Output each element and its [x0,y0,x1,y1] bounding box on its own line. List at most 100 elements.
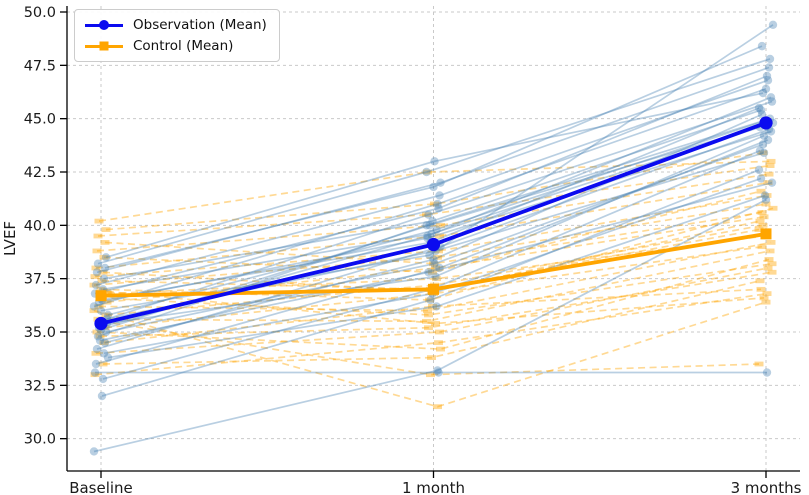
data-point-marker [422,212,431,218]
mean-point-marker [426,237,441,252]
data-point-marker [92,248,102,254]
data-point-marker [99,254,109,260]
data-point-marker [427,355,436,360]
trajectory-line [95,267,769,355]
data-point-marker [93,233,103,239]
data-point-marker [754,227,764,233]
data-point-marker [761,299,771,305]
trajectory-line [95,139,769,365]
data-point-marker [757,110,767,119]
data-point-marker [764,171,774,177]
data-point-marker [91,280,101,290]
data-point-marker [432,225,441,234]
x-axis: Baseline 1 month 3 months [69,471,802,495]
trajectory-line [93,203,767,286]
trajectory-line [98,241,772,312]
mean-point-marker [428,283,439,295]
data-point-marker [423,308,432,314]
data-point-marker [766,240,776,245]
data-point-marker [101,253,111,262]
data-point-marker [755,278,765,284]
data-point-marker [761,201,771,207]
data-point-marker [434,248,443,254]
data-point-marker [95,336,105,345]
data-point-marker [762,291,772,297]
data-point-marker [435,329,444,335]
data-point-marker [430,201,439,207]
data-point-marker [756,105,766,115]
data-point-marker [758,88,768,98]
data-point-marker [103,291,113,297]
data-point-marker [762,368,772,377]
trajectory-line [107,194,766,359]
data-point-marker [763,76,773,85]
y-tick-label: 37.5 [24,272,56,288]
data-point-marker [425,221,434,230]
data-point-marker [424,325,433,331]
data-point-marker [757,41,767,51]
data-point-marker [756,286,766,292]
data-point-marker [767,261,777,267]
y-tick-label: 30.0 [24,432,56,448]
legend-label-observation: Observation (Mean) [133,17,267,33]
data-point-marker [768,205,778,211]
data-point-marker [94,218,104,224]
y-tick-label: 35.0 [24,325,56,341]
y-axis-title: LVEF [1,221,19,256]
data-point-marker [431,321,440,326]
legend-item-observation-mean: Observation (Mean) [85,17,267,33]
data-point-marker [436,222,445,228]
data-point-marker [754,103,764,113]
data-point-marker [99,349,109,358]
data-point-marker [100,240,110,245]
trajectory-line [106,215,765,303]
data-point-marker [103,310,113,320]
data-point-marker [433,366,442,375]
observation-mean-swatch [85,18,123,32]
data-point-marker [426,295,435,305]
data-point-marker [434,204,443,213]
data-point-marker [430,157,439,166]
trajectory-line [97,250,771,323]
data-point-marker [102,289,112,294]
data-point-marker [97,391,107,401]
trajectory-line [107,119,766,316]
data-point-marker [89,302,99,311]
data-point-marker [424,312,433,318]
circle-marker-icon [99,20,109,30]
mean-point-marker [94,316,108,331]
data-point-marker [763,265,773,271]
data-point-marker [89,308,99,314]
trajectory-line [103,190,762,274]
data-point-marker [424,268,433,277]
data-point-marker [758,140,768,149]
data-point-marker [99,340,109,346]
data-point-marker [100,338,110,347]
data-point-marker [767,178,777,187]
trajectory-line [105,143,764,333]
data-point-marker [759,148,769,158]
data-point-marker [758,150,768,156]
data-point-marker [765,54,775,64]
data-point-marker [436,346,445,352]
trajectory-line [93,198,767,453]
data-point-marker [93,259,103,268]
data-point-marker [430,259,439,268]
data-point-marker [426,372,435,378]
x-tick-label: 3 months [731,479,802,495]
legend: Observation (Mean) Control (Mean) [74,9,280,62]
data-point-marker [759,131,769,140]
data-point-marker [766,93,776,102]
mean-point-marker [759,116,773,130]
data-point-marker [434,368,443,377]
x-tick-label: Baseline [69,479,133,495]
trajectory-line [102,220,761,293]
data-point-marker [90,368,100,377]
data-point-marker [425,251,434,260]
data-point-marker [764,63,774,72]
trajectory-line [93,87,767,308]
trajectory-line [104,245,763,329]
data-point-marker [435,263,444,273]
data-point-marker [428,216,437,226]
x-tick-label: 1 month [402,479,465,495]
